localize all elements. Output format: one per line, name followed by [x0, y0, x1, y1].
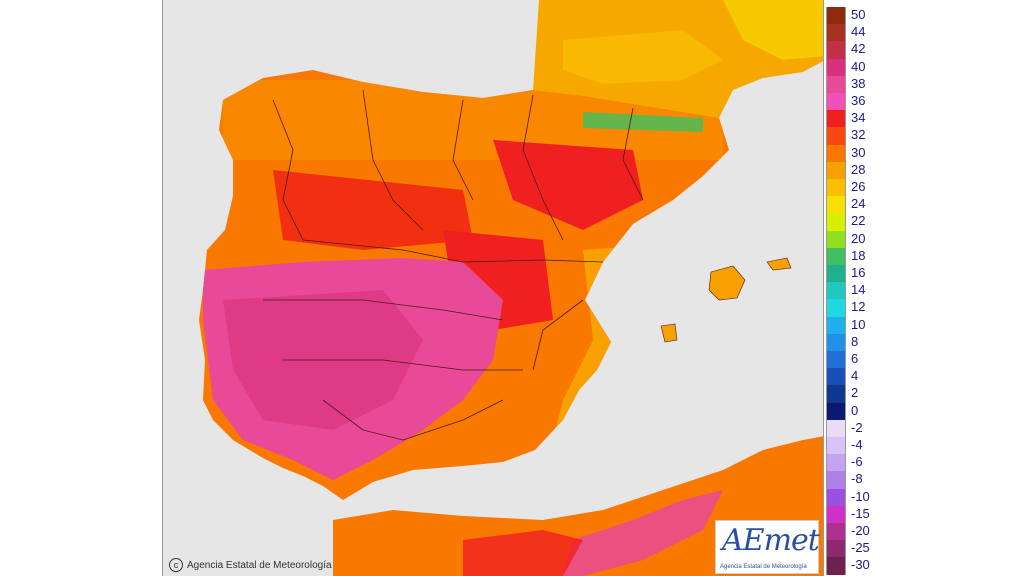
legend-swatch [826, 161, 846, 180]
legend-label: 42 [851, 41, 866, 57]
legend-swatch [826, 110, 846, 128]
legend-swatch [826, 58, 846, 77]
france-cool-zone [723, 0, 823, 60]
legend-swatch [826, 7, 846, 25]
copyright-notice: c Agencia Estatal de Meteorología [169, 558, 332, 572]
legend-swatch [826, 419, 846, 438]
legend-label: 8 [851, 333, 859, 349]
legend-label: -8 [851, 471, 863, 487]
legend-label: -4 [851, 437, 863, 452]
legend-label: -30 [851, 557, 870, 573]
legend-swatch [826, 213, 846, 232]
france-hot-zone [563, 30, 723, 84]
temperature-legend: 50 44 42 40 38 36 34 32 30 28 26 24 22 20 18 16 14 12 10 8 6… [826, 7, 874, 576]
legend-swatch [826, 385, 846, 404]
ibiza [660, 323, 678, 343]
menorca [766, 257, 792, 271]
legend-swatch [826, 557, 846, 576]
legend-swatch [826, 299, 846, 318]
legend-swatch [826, 41, 846, 60]
legend-swatch [826, 93, 846, 111]
legend-label: -20 [851, 523, 870, 538]
legend-label: 44 [851, 24, 866, 40]
legend-label: -10 [851, 488, 870, 504]
pyrenees-cool-zone [583, 112, 703, 132]
legend-label: 10 [851, 316, 866, 332]
legend-swatch [826, 523, 846, 541]
legend-label: 16 [851, 265, 866, 280]
north-orange-zone [223, 80, 723, 160]
legend-label: 26 [851, 179, 866, 194]
legend-label: 38 [851, 75, 866, 91]
legend-label: 20 [851, 230, 866, 246]
legend-label: 14 [851, 282, 866, 298]
africa-red-zone [463, 530, 583, 576]
aemet-logo: AEmet Agencia Estatal de Meteorología [715, 520, 820, 574]
copyright-text: Agencia Estatal de Meteorología [187, 559, 332, 571]
legend-label: 28 [851, 161, 866, 177]
legend-swatch [826, 540, 846, 558]
legend-label: 34 [851, 110, 866, 126]
region-borders [263, 89, 644, 441]
legend-label: 12 [851, 299, 866, 315]
legend-label: 22 [851, 213, 866, 229]
legend-swatch [826, 75, 846, 94]
legend-swatch [826, 333, 846, 352]
legend-label: 50 [851, 7, 866, 22]
legend-swatch [826, 282, 846, 300]
mallorca [708, 265, 746, 301]
legend-swatch [826, 471, 846, 490]
legend-swatch [826, 24, 846, 42]
legend-swatch [826, 230, 846, 249]
legend-swatch [826, 265, 846, 283]
legend-swatch [826, 488, 846, 507]
legend-swatch [826, 144, 846, 163]
legend-swatch [826, 368, 846, 386]
legend-label: 0 [851, 402, 859, 418]
temperature-map: c Agencia Estatal de Meteorología AEmet … [162, 0, 824, 576]
legend-label: 40 [851, 58, 866, 74]
legend-label: 2 [851, 385, 859, 401]
legend-label: 30 [851, 144, 866, 160]
legend-label: -2 [851, 419, 863, 435]
legend-label: 24 [851, 196, 866, 212]
iberia-map-svg [199, 0, 823, 576]
aemet-logo-text: AEmet [722, 523, 820, 558]
legend-swatch [826, 127, 846, 146]
legend-label: -15 [851, 505, 870, 521]
legend-swatch [826, 196, 846, 214]
aemet-logo-subtitle: Agencia Estatal de Meteorología [720, 564, 807, 570]
legend-swatch [826, 454, 846, 472]
africa-magenta-zone [563, 490, 723, 576]
legend-label: 18 [851, 247, 866, 263]
copyright-icon: c [169, 558, 183, 572]
legend-swatch [826, 402, 846, 421]
legend-label: 32 [851, 127, 866, 143]
legend-label: 36 [851, 93, 866, 108]
legend-swatch [826, 437, 846, 455]
legend-label: 6 [851, 351, 859, 366]
legend-swatch [826, 179, 846, 197]
legend-swatch [826, 316, 846, 335]
legend-label: -6 [851, 454, 863, 470]
legend-swatch [826, 247, 846, 266]
ebro-red-zone [493, 140, 643, 230]
north-africa [333, 436, 823, 576]
legend-swatch [826, 351, 846, 369]
legend-swatch [826, 505, 846, 524]
legend-label: 4 [851, 368, 859, 384]
legend-label: -25 [851, 540, 870, 556]
